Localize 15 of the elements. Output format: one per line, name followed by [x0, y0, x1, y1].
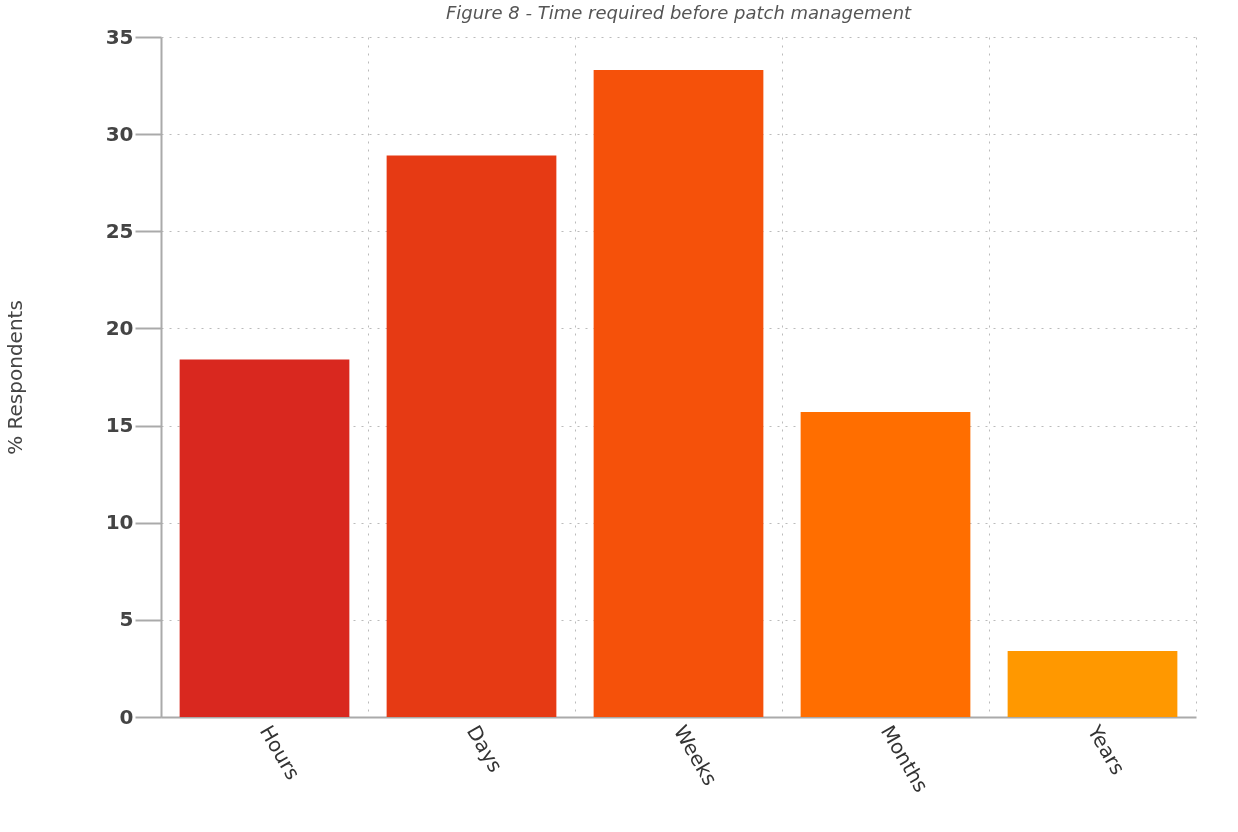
bar — [800, 411, 971, 717]
bar — [179, 359, 350, 717]
y-axis-title: % Respondents — [2, 300, 27, 455]
y-tick-label: 10 — [105, 510, 134, 535]
bar — [386, 155, 557, 717]
y-tick-label: 5 — [119, 607, 134, 632]
bar — [1007, 650, 1178, 717]
chart-title: Figure 8 - Time required before patch management — [445, 2, 913, 23]
y-tick-label: 30 — [105, 121, 134, 146]
y-tick-label: 25 — [105, 218, 134, 243]
y-tick-label: 15 — [105, 413, 134, 438]
y-tick-label: 35 — [105, 24, 134, 49]
bar — [593, 70, 764, 717]
y-tick-label: 20 — [105, 315, 134, 340]
y-tick-label: 0 — [119, 704, 134, 729]
